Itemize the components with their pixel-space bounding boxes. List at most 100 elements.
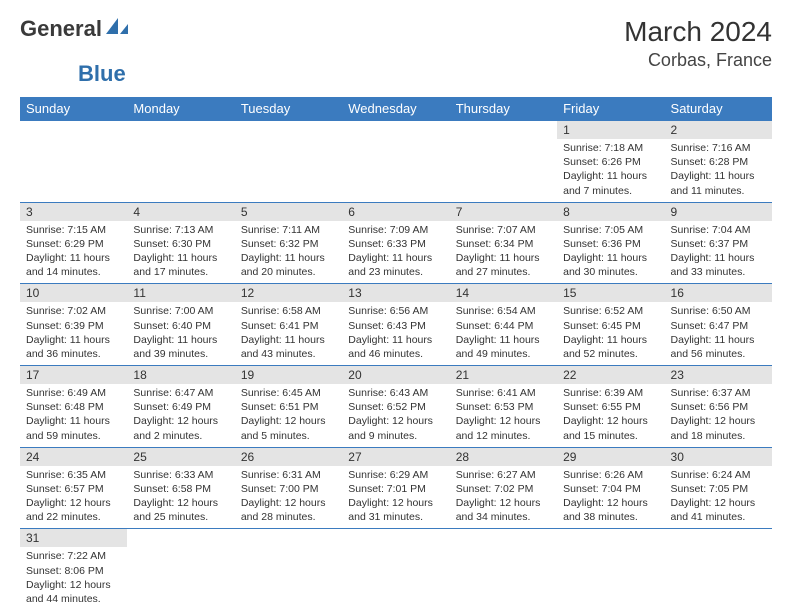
day-number: 28: [450, 448, 557, 466]
day-number: 10: [20, 284, 127, 302]
day-number: 22: [557, 366, 664, 384]
logo-sail-icon: [104, 16, 130, 42]
day-details: Sunrise: 6:47 AMSunset: 6:49 PMDaylight:…: [127, 384, 234, 447]
col-thursday: Thursday: [450, 97, 557, 121]
day-details: Sunrise: 7:18 AMSunset: 6:26 PMDaylight:…: [557, 139, 664, 202]
calendar-cell: 18Sunrise: 6:47 AMSunset: 6:49 PMDayligh…: [127, 366, 234, 448]
day-details: Sunrise: 6:27 AMSunset: 7:02 PMDaylight:…: [450, 466, 557, 529]
day-number: 13: [342, 284, 449, 302]
day-number: 21: [450, 366, 557, 384]
calendar-cell: 22Sunrise: 6:39 AMSunset: 6:55 PMDayligh…: [557, 366, 664, 448]
day-details: Sunrise: 6:41 AMSunset: 6:53 PMDaylight:…: [450, 384, 557, 447]
calendar-cell: 7Sunrise: 7:07 AMSunset: 6:34 PMDaylight…: [450, 202, 557, 284]
day-number: 2: [665, 121, 772, 139]
calendar-cell: 26Sunrise: 6:31 AMSunset: 7:00 PMDayligh…: [235, 447, 342, 529]
col-tuesday: Tuesday: [235, 97, 342, 121]
col-wednesday: Wednesday: [342, 97, 449, 121]
day-number: 6: [342, 203, 449, 221]
calendar-cell: 14Sunrise: 6:54 AMSunset: 6:44 PMDayligh…: [450, 284, 557, 366]
day-details: Sunrise: 6:58 AMSunset: 6:41 PMDaylight:…: [235, 302, 342, 365]
day-details: Sunrise: 6:49 AMSunset: 6:48 PMDaylight:…: [20, 384, 127, 447]
day-number: 7: [450, 203, 557, 221]
calendar-cell: 15Sunrise: 6:52 AMSunset: 6:45 PMDayligh…: [557, 284, 664, 366]
col-monday: Monday: [127, 97, 234, 121]
day-details: Sunrise: 7:16 AMSunset: 6:28 PMDaylight:…: [665, 139, 772, 202]
day-number: 11: [127, 284, 234, 302]
day-number: 9: [665, 203, 772, 221]
calendar-cell: [127, 529, 234, 610]
day-details: Sunrise: 6:31 AMSunset: 7:00 PMDaylight:…: [235, 466, 342, 529]
day-details: Sunrise: 6:50 AMSunset: 6:47 PMDaylight:…: [665, 302, 772, 365]
month-title: March 2024: [624, 16, 772, 48]
day-number: 23: [665, 366, 772, 384]
calendar-cell: 27Sunrise: 6:29 AMSunset: 7:01 PMDayligh…: [342, 447, 449, 529]
day-number: 26: [235, 448, 342, 466]
calendar-cell: 2Sunrise: 7:16 AMSunset: 6:28 PMDaylight…: [665, 121, 772, 203]
col-sunday: Sunday: [20, 97, 127, 121]
day-details: Sunrise: 7:07 AMSunset: 6:34 PMDaylight:…: [450, 221, 557, 284]
calendar-cell: 9Sunrise: 7:04 AMSunset: 6:37 PMDaylight…: [665, 202, 772, 284]
col-friday: Friday: [557, 97, 664, 121]
day-details: Sunrise: 7:04 AMSunset: 6:37 PMDaylight:…: [665, 221, 772, 284]
calendar-cell: [127, 121, 234, 203]
day-number: 17: [20, 366, 127, 384]
calendar-row: 24Sunrise: 6:35 AMSunset: 6:57 PMDayligh…: [20, 447, 772, 529]
logo: General: [20, 16, 132, 42]
day-details: Sunrise: 6:24 AMSunset: 7:05 PMDaylight:…: [665, 466, 772, 529]
day-number: 31: [20, 529, 127, 547]
day-number: 5: [235, 203, 342, 221]
calendar-cell: 19Sunrise: 6:45 AMSunset: 6:51 PMDayligh…: [235, 366, 342, 448]
calendar-cell: [342, 529, 449, 610]
location: Corbas, France: [624, 50, 772, 71]
day-number: 12: [235, 284, 342, 302]
calendar-cell: 28Sunrise: 6:27 AMSunset: 7:02 PMDayligh…: [450, 447, 557, 529]
calendar-row: 1Sunrise: 7:18 AMSunset: 6:26 PMDaylight…: [20, 121, 772, 203]
calendar-cell: 5Sunrise: 7:11 AMSunset: 6:32 PMDaylight…: [235, 202, 342, 284]
calendar-cell: 12Sunrise: 6:58 AMSunset: 6:41 PMDayligh…: [235, 284, 342, 366]
col-saturday: Saturday: [665, 97, 772, 121]
day-number: 14: [450, 284, 557, 302]
day-details: Sunrise: 6:54 AMSunset: 6:44 PMDaylight:…: [450, 302, 557, 365]
day-number: 20: [342, 366, 449, 384]
day-details: Sunrise: 6:45 AMSunset: 6:51 PMDaylight:…: [235, 384, 342, 447]
day-number: 19: [235, 366, 342, 384]
day-number: 16: [665, 284, 772, 302]
calendar-cell: 17Sunrise: 6:49 AMSunset: 6:48 PMDayligh…: [20, 366, 127, 448]
day-details: Sunrise: 7:09 AMSunset: 6:33 PMDaylight:…: [342, 221, 449, 284]
calendar-cell: 13Sunrise: 6:56 AMSunset: 6:43 PMDayligh…: [342, 284, 449, 366]
day-details: Sunrise: 7:02 AMSunset: 6:39 PMDaylight:…: [20, 302, 127, 365]
calendar-cell: 16Sunrise: 6:50 AMSunset: 6:47 PMDayligh…: [665, 284, 772, 366]
calendar-cell: [235, 121, 342, 203]
calendar-cell: [450, 121, 557, 203]
calendar-cell: 6Sunrise: 7:09 AMSunset: 6:33 PMDaylight…: [342, 202, 449, 284]
calendar-cell: 20Sunrise: 6:43 AMSunset: 6:52 PMDayligh…: [342, 366, 449, 448]
day-number: 15: [557, 284, 664, 302]
day-header-row: Sunday Monday Tuesday Wednesday Thursday…: [20, 97, 772, 121]
day-details: Sunrise: 6:33 AMSunset: 6:58 PMDaylight:…: [127, 466, 234, 529]
calendar-cell: 31Sunrise: 7:22 AMSunset: 8:06 PMDayligh…: [20, 529, 127, 610]
calendar-cell: 30Sunrise: 6:24 AMSunset: 7:05 PMDayligh…: [665, 447, 772, 529]
day-number: 24: [20, 448, 127, 466]
title-block: March 2024 Corbas, France: [624, 16, 772, 71]
calendar-cell: 1Sunrise: 7:18 AMSunset: 6:26 PMDaylight…: [557, 121, 664, 203]
day-details: Sunrise: 7:15 AMSunset: 6:29 PMDaylight:…: [20, 221, 127, 284]
calendar-cell: 3Sunrise: 7:15 AMSunset: 6:29 PMDaylight…: [20, 202, 127, 284]
calendar-cell: 25Sunrise: 6:33 AMSunset: 6:58 PMDayligh…: [127, 447, 234, 529]
calendar-cell: [235, 529, 342, 610]
day-details: Sunrise: 7:11 AMSunset: 6:32 PMDaylight:…: [235, 221, 342, 284]
calendar-cell: 10Sunrise: 7:02 AMSunset: 6:39 PMDayligh…: [20, 284, 127, 366]
day-number: 3: [20, 203, 127, 221]
calendar-cell: 11Sunrise: 7:00 AMSunset: 6:40 PMDayligh…: [127, 284, 234, 366]
day-number: 25: [127, 448, 234, 466]
day-details: Sunrise: 6:56 AMSunset: 6:43 PMDaylight:…: [342, 302, 449, 365]
day-details: Sunrise: 6:39 AMSunset: 6:55 PMDaylight:…: [557, 384, 664, 447]
day-number: 29: [557, 448, 664, 466]
calendar-cell: [557, 529, 664, 610]
calendar-cell: [20, 121, 127, 203]
calendar-cell: 8Sunrise: 7:05 AMSunset: 6:36 PMDaylight…: [557, 202, 664, 284]
calendar-cell: 24Sunrise: 6:35 AMSunset: 6:57 PMDayligh…: [20, 447, 127, 529]
day-details: Sunrise: 7:05 AMSunset: 6:36 PMDaylight:…: [557, 221, 664, 284]
calendar-row: 31Sunrise: 7:22 AMSunset: 8:06 PMDayligh…: [20, 529, 772, 610]
calendar-table: Sunday Monday Tuesday Wednesday Thursday…: [20, 97, 772, 610]
day-details: Sunrise: 7:13 AMSunset: 6:30 PMDaylight:…: [127, 221, 234, 284]
